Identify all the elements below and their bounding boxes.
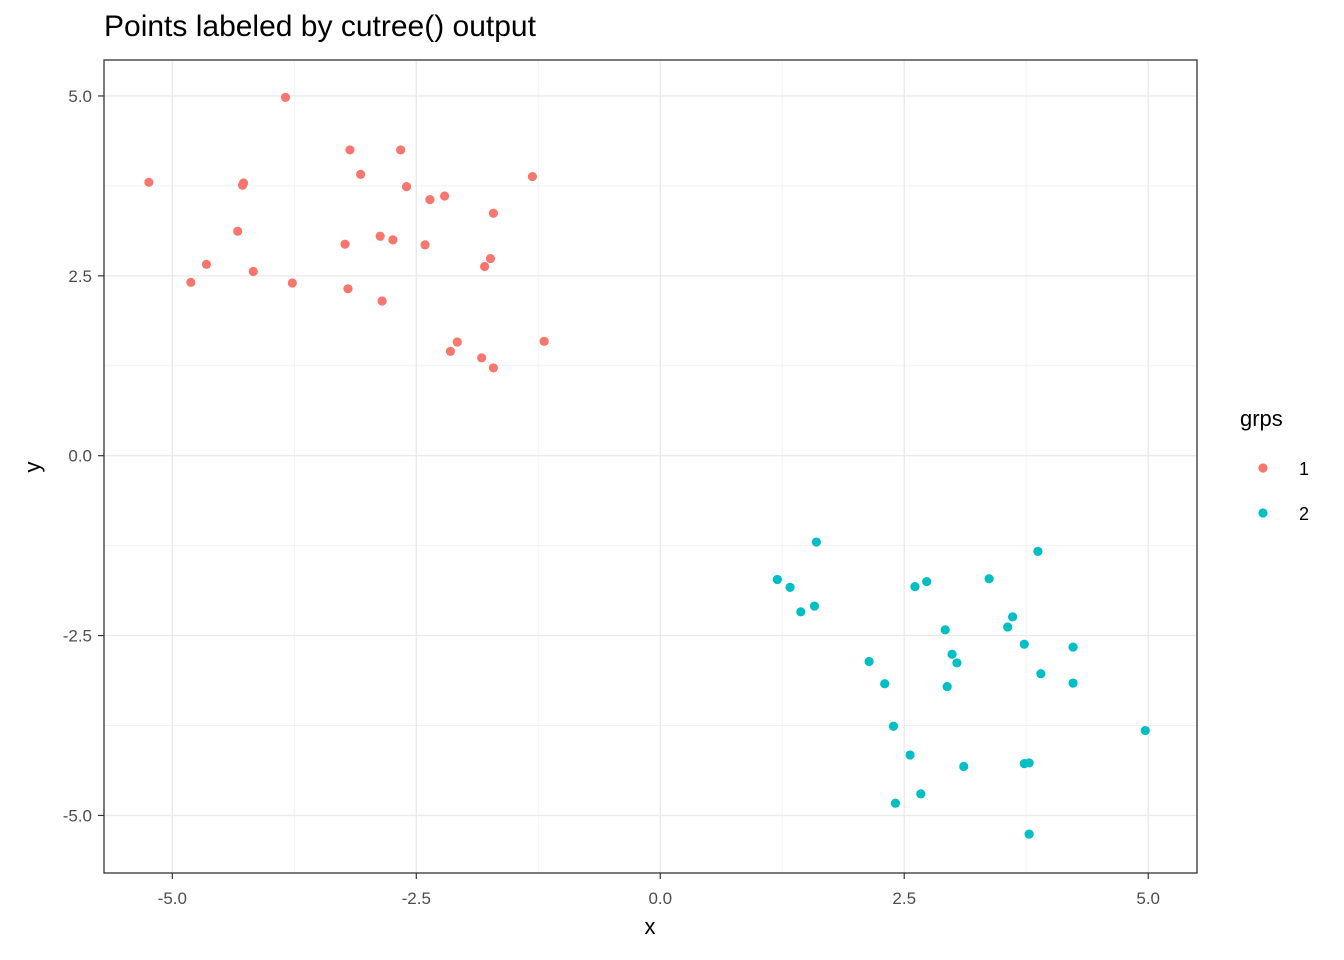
data-point-group-2 <box>796 607 806 617</box>
data-point-group-1 <box>439 191 450 201</box>
data-point-group-1 <box>527 171 538 182</box>
x-tick-label: -5.0 <box>158 889 187 908</box>
data-point-group-2 <box>947 649 957 659</box>
data-point-group-2 <box>880 679 890 689</box>
data-point-group-1 <box>388 235 398 245</box>
y-tick-label: 2.5 <box>68 267 92 286</box>
data-point-group-1 <box>201 259 212 269</box>
data-point-group-2 <box>910 582 920 592</box>
data-point-group-2 <box>1140 725 1150 736</box>
x-tick-label: 2.5 <box>892 889 916 908</box>
data-point-group-2 <box>1019 639 1029 649</box>
legend-title: grps <box>1240 406 1283 431</box>
y-axis: 5.0 2.5 0.0 -2.5 -5.0 <box>63 87 104 825</box>
data-point-group-2 <box>1007 612 1018 622</box>
data-point-group-1 <box>186 277 196 287</box>
y-tick-label: -5.0 <box>63 806 92 825</box>
data-point-group-2 <box>785 582 795 592</box>
data-point-group-2 <box>922 577 932 587</box>
data-point-group-1 <box>477 353 487 363</box>
data-point-group-1 <box>445 346 456 356</box>
data-point-group-1 <box>287 278 297 288</box>
x-tick-label: 0.0 <box>648 889 672 908</box>
data-point-group-1 <box>280 92 291 103</box>
legend-label-1: 1 <box>1299 459 1309 479</box>
legend-label-2: 2 <box>1299 504 1309 524</box>
plot-border <box>103 59 1198 874</box>
data-point-group-1 <box>401 182 412 192</box>
y-tick-label: 0.0 <box>68 447 92 466</box>
data-point-group-2 <box>952 658 962 668</box>
x-axis-label: x <box>644 914 656 939</box>
data-point-group-1 <box>485 253 496 264</box>
data-point-group-1 <box>488 363 498 373</box>
minor-grid <box>104 60 1197 873</box>
data-point-group-2 <box>811 537 822 547</box>
major-grid <box>104 60 1197 873</box>
x-tick-label: 5.0 <box>1136 889 1160 908</box>
data-point-group-1 <box>340 239 350 249</box>
y-tick-label: -2.5 <box>63 627 92 646</box>
data-point-group-2 <box>809 601 820 611</box>
data-point-group-1 <box>420 240 430 250</box>
data-point-group-2 <box>1068 678 1078 688</box>
data-point-group-2 <box>864 656 874 667</box>
data-point-group-2 <box>905 750 915 760</box>
data-point-group-2 <box>916 789 926 799</box>
data-point-group-2 <box>1003 622 1013 632</box>
y-axis-label: y <box>20 462 45 473</box>
data-point-group-1 <box>233 226 243 236</box>
data-point-group-1 <box>248 266 258 277</box>
data-point-group-1 <box>343 284 353 294</box>
data-point-group-2 <box>940 625 950 635</box>
data-point-group-2 <box>1024 829 1034 839</box>
data-point-group-1 <box>238 178 249 188</box>
data-point-group-2 <box>772 574 782 585</box>
data-point-group-2 <box>984 574 994 584</box>
legend-key-2 <box>1258 508 1268 518</box>
chart-title: Points labeled by cutree() output <box>104 10 536 43</box>
legend-key-1 <box>1258 463 1268 473</box>
data-point-group-1 <box>345 145 355 155</box>
data-point-group-2 <box>888 721 899 731</box>
data-points <box>144 92 1150 839</box>
data-point-group-2 <box>959 761 969 772</box>
y-tick-label: 5.0 <box>68 87 92 106</box>
data-point-group-2 <box>1033 546 1043 556</box>
data-point-group-1 <box>452 337 462 347</box>
data-point-group-1 <box>479 261 490 272</box>
data-point-group-2 <box>1024 758 1034 768</box>
data-point-group-1 <box>144 177 154 187</box>
data-point-group-1 <box>425 194 435 205</box>
data-point-group-2 <box>1036 669 1046 679</box>
legend: grps 1 2 <box>1240 406 1309 524</box>
data-point-group-1 <box>377 296 387 306</box>
plot-panel <box>104 60 1197 873</box>
x-axis: -5.0 -2.5 0.0 2.5 5.0 <box>158 873 1160 908</box>
x-tick-label: -2.5 <box>402 889 431 908</box>
data-point-group-1 <box>488 208 498 218</box>
data-point-group-1 <box>356 169 366 179</box>
data-point-group-1 <box>539 336 549 346</box>
data-point-group-1 <box>375 231 385 241</box>
data-point-group-2 <box>1068 642 1078 652</box>
data-point-group-1 <box>396 145 406 155</box>
data-point-group-2 <box>890 798 901 808</box>
data-point-group-2 <box>942 682 952 692</box>
